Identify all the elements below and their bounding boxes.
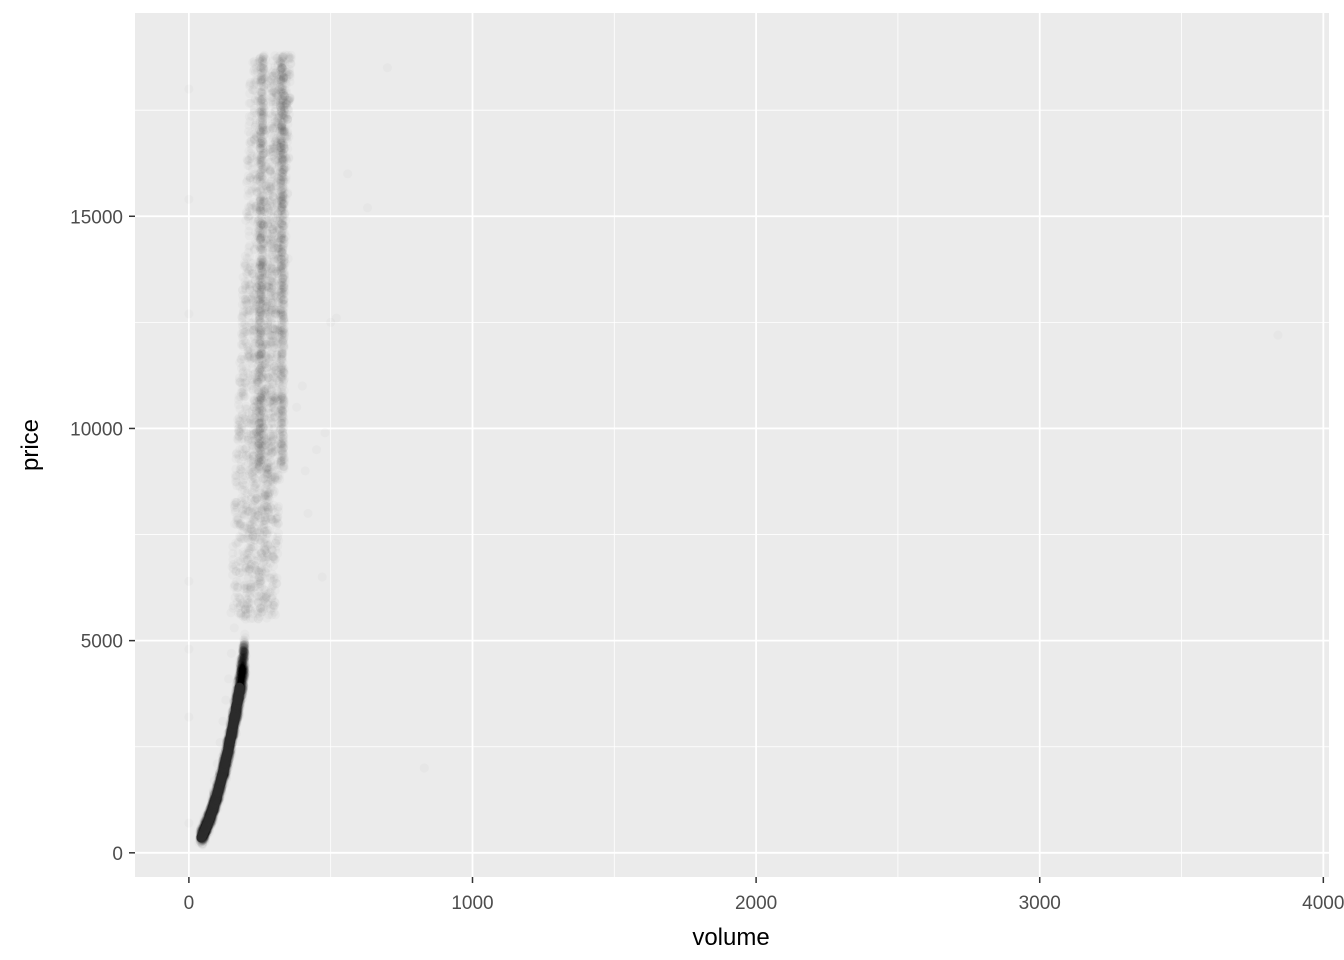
- data-point: [239, 642, 248, 651]
- panel-background: [135, 13, 1329, 877]
- data-points: [196, 642, 248, 843]
- data-point: [234, 671, 243, 680]
- minor-grid: [135, 13, 1329, 877]
- major-grid: [135, 13, 1329, 877]
